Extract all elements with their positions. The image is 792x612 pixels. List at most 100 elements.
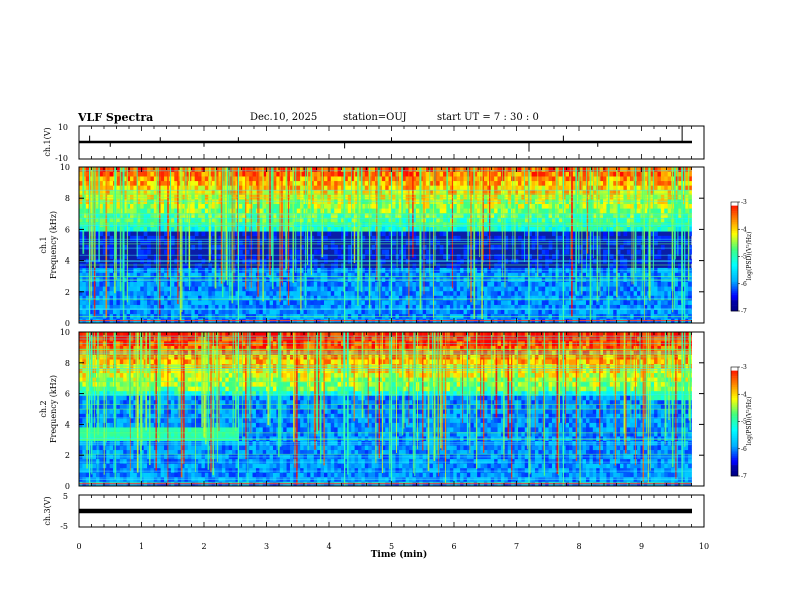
spectrogram-cell	[453, 185, 458, 191]
spectrogram-cell	[398, 286, 403, 292]
spectrogram-cell	[317, 281, 321, 287]
spectrogram-cell	[565, 171, 570, 177]
spectrogram-cell	[361, 185, 366, 191]
spectrogram-cell	[562, 226, 566, 232]
spectrogram-cell	[221, 208, 226, 214]
spectrogram-cell	[245, 203, 250, 209]
spectrogram-cell	[170, 176, 175, 182]
spectrogram-cell	[449, 167, 454, 172]
spectrogram-cell	[170, 185, 175, 191]
spectrogram-cell	[306, 176, 311, 182]
spectrogram-cell	[283, 249, 287, 255]
spectrogram-cell	[157, 272, 162, 278]
spectrogram-cell	[99, 290, 104, 296]
spectrogram-cell	[106, 286, 111, 292]
spectrogram-cell	[494, 286, 498, 292]
spectrogram-cell	[456, 208, 461, 214]
spectrogram-cell	[130, 180, 134, 186]
spectrogram-cell	[177, 171, 182, 177]
spectrogram-cell	[238, 304, 243, 310]
spectrogram-cell	[198, 212, 202, 218]
spectrogram-cell	[337, 199, 342, 205]
spectrogram-cell	[603, 199, 607, 205]
spectrogram-cell	[170, 171, 175, 177]
spectrogram-cell	[313, 199, 318, 205]
spectrogram-cell	[660, 167, 665, 172]
spectrogram-cell	[194, 272, 199, 278]
spectrogram-cell	[136, 185, 141, 191]
spectrogram-cell	[133, 304, 138, 310]
spectrogram-cell	[531, 185, 536, 191]
spectrogram-cell	[136, 167, 141, 172]
spectrogram-cell	[310, 185, 315, 191]
spectrogram-cell	[626, 286, 631, 292]
spectrogram-cell	[272, 203, 277, 209]
spectrogram-cell	[402, 231, 407, 237]
spectrogram-cell	[381, 171, 386, 177]
spectrogram-cell	[412, 309, 417, 315]
spectrogram-cell	[289, 212, 294, 218]
spectrogram-cell	[460, 180, 464, 186]
spectrogram-cell	[497, 203, 502, 209]
spectrogram-cell	[147, 176, 151, 182]
spectrogram-cell	[215, 217, 219, 223]
spectrogram-cell	[170, 203, 175, 209]
spectrogram-cell	[341, 222, 345, 227]
spectrogram-cell	[341, 176, 345, 182]
spectrogram-cell	[650, 290, 655, 296]
spectrogram-cell	[603, 180, 607, 186]
spectrogram-cell	[483, 185, 488, 191]
spectrogram-cell	[405, 272, 410, 278]
spectrogram-cell	[439, 180, 444, 186]
spectrogram-cell	[164, 180, 168, 186]
spectrogram-cell	[204, 199, 209, 205]
spectrogram-cell	[102, 222, 107, 227]
spectrogram-cell	[143, 249, 148, 255]
spectrogram-cell	[327, 300, 332, 305]
spectrogram-cell	[266, 167, 270, 172]
spectrogram-cell	[436, 199, 441, 205]
spectrogram-cell	[371, 300, 376, 305]
spectrogram-cell	[623, 231, 628, 237]
spectrogram-cell	[102, 185, 107, 191]
spectrogram-cell	[238, 249, 243, 255]
spectrogram-cell	[436, 222, 441, 227]
spectrogram-cell	[136, 235, 141, 241]
spectrogram-cell	[477, 281, 481, 287]
spectrogram-cell	[82, 304, 87, 310]
spectrogram-cell	[609, 281, 614, 287]
spectrogram-cell	[402, 245, 407, 250]
spectrogram-cell	[191, 199, 196, 205]
spectrogram-cell	[409, 300, 413, 305]
spectrogram-cell	[208, 295, 213, 301]
spectrogram-cell	[582, 185, 587, 191]
spectrogram-cell	[341, 286, 345, 292]
spectrogram-cell	[218, 254, 223, 260]
spectrogram-cell	[436, 281, 441, 287]
spectrogram-cell	[324, 226, 328, 232]
spectrogram-cell	[272, 281, 277, 287]
spectrogram-cell	[255, 304, 260, 310]
spectrogram-cell	[409, 185, 413, 191]
spectrogram-cell	[463, 180, 468, 186]
spectrogram-cell	[351, 199, 356, 205]
spectrogram-cell	[283, 203, 287, 209]
spectrogram-cell	[215, 295, 219, 301]
spectrogram-cell	[330, 240, 335, 246]
spectrogram-cell	[426, 290, 430, 296]
spectrogram-cell	[487, 290, 492, 296]
spectrogram-cell	[238, 167, 243, 172]
spectrogram-cell	[198, 189, 202, 195]
spectrogram-cell	[507, 167, 512, 172]
spectrogram-cell	[177, 212, 182, 218]
spectrogram-cell	[582, 290, 587, 296]
spectrogram-cell	[177, 304, 182, 310]
spectrogram-cell	[119, 185, 124, 191]
spectrogram-cell	[449, 208, 454, 214]
spectrogram-cell	[637, 249, 641, 255]
spectrogram-cell	[143, 222, 148, 227]
spectrogram-cell	[341, 203, 345, 209]
spectrogram-cell	[531, 180, 536, 186]
spectrogram-cell	[456, 171, 461, 177]
spectrogram-cell	[96, 309, 100, 315]
